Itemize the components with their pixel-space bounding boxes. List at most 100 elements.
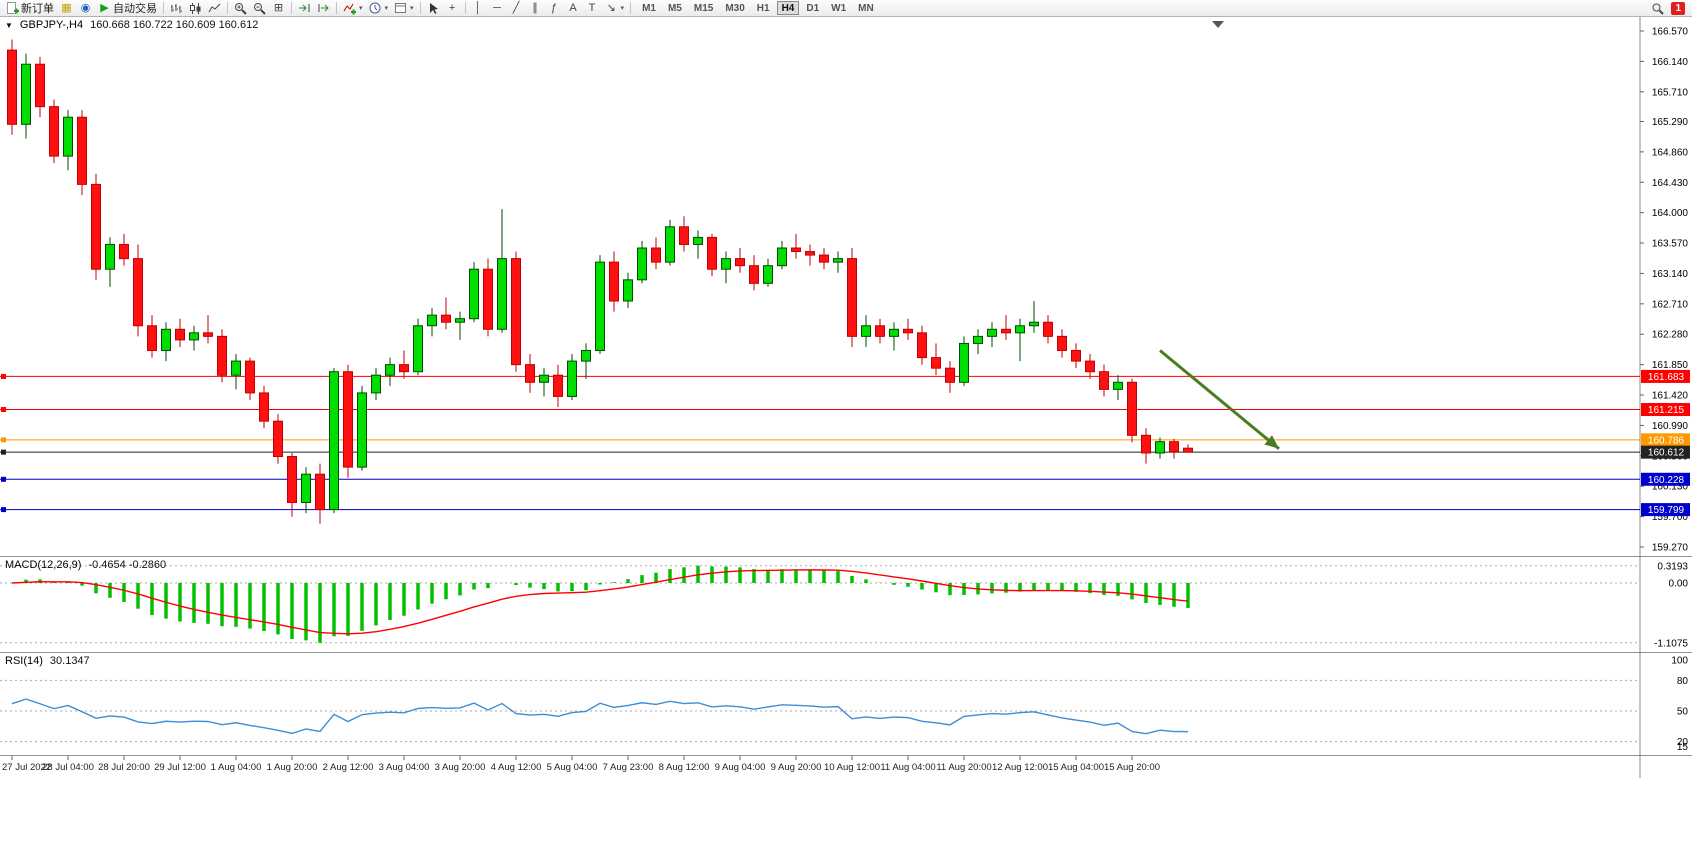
macd-header: MACD(12,26,9) -0.4654 -0.2860 (5, 559, 166, 571)
dropdown-caret-icon: ▾ (359, 5, 363, 12)
trendline-icon: ╱ (512, 1, 520, 14)
horizontal-line-icon: ─ (493, 1, 501, 14)
channel-icon: ∥ (532, 1, 538, 14)
chart-shift-icon (318, 3, 329, 12)
svg-text:-1.1075: -1.1075 (1654, 638, 1688, 649)
timeframe-m1[interactable]: M1 (642, 3, 656, 14)
zoom-out-button[interactable] (250, 1, 269, 16)
candlestick-chart[interactable]: 166.570 166.140 165.710 165.290 164.860 164.4… (0, 17, 1692, 556)
toolbar-separator (163, 2, 164, 14)
symbol-info: ▼ GBPJPY-,H4 160.668 160.722 160.609 160… (5, 19, 258, 31)
market-watch-button[interactable]: ◉ (76, 1, 95, 16)
zoom-in-button[interactable] (231, 1, 250, 16)
candlestick-button[interactable] (186, 1, 205, 16)
timeframe-m5[interactable]: M5 (667, 3, 682, 14)
notification-badge[interactable]: 1 (1671, 1, 1685, 15)
svg-text:28 Jul 20:00: 28 Jul 20:00 (98, 762, 150, 773)
vertical-line-button[interactable]: │ (469, 1, 488, 16)
svg-text:7 Aug 23:00: 7 Aug 23:00 (603, 762, 654, 773)
fibonacci-icon: ƒ (550, 1, 558, 14)
timeframe-h1[interactable]: H1 (756, 3, 770, 14)
svg-text:1 Aug 20:00: 1 Aug 20:00 (267, 762, 318, 773)
svg-text:29 Jul 12:00: 29 Jul 12:00 (154, 762, 206, 773)
panel-divider[interactable] (0, 556, 1692, 557)
svg-text:164.430: 164.430 (1652, 178, 1689, 189)
macd-label: MACD(12,26,9) (5, 559, 82, 571)
svg-text:9 Aug 20:00: 9 Aug 20:00 (771, 762, 822, 773)
line-chart-icon (208, 3, 221, 12)
timeframe-mn[interactable]: MN (858, 3, 874, 14)
arrows-button[interactable]: ↘ ▾ (602, 1, 628, 16)
svg-text:165.290: 165.290 (1652, 117, 1689, 128)
toolbar-separator (419, 2, 421, 14)
svg-text:160.228: 160.228 (1648, 475, 1685, 486)
svg-text:162.280: 162.280 (1652, 330, 1689, 341)
autotrade-button[interactable]: ▶ 自动交易 (95, 1, 160, 16)
svg-text:3 Aug 04:00: 3 Aug 04:00 (379, 762, 430, 773)
timeframe-m15[interactable]: M15 (693, 3, 714, 14)
toolbar: 新订单 ▦ ◉ ▶ 自动交易 ⊞ ▾ ▾ ▾ + │ ─ ╱ ∥ ƒ A T ↘… (0, 0, 1692, 17)
timeframe-w1[interactable]: W1 (831, 3, 847, 14)
panel-divider[interactable] (0, 755, 1692, 756)
timeframe-m30[interactable]: M30 (725, 3, 745, 14)
rsi-panel[interactable]: RSI(14) 30.1347 100 80 50 20 15 (0, 653, 1692, 755)
svg-text:80: 80 (1677, 676, 1689, 687)
dropdown-caret-icon: ▾ (620, 5, 625, 12)
market-watch-icon: ◉ (80, 1, 91, 14)
charts-button[interactable]: ▦ (57, 1, 76, 16)
new-order-icon (7, 1, 19, 14)
svg-text:15: 15 (1677, 742, 1689, 753)
svg-text:162.710: 162.710 (1652, 299, 1689, 310)
svg-text:166.140: 166.140 (1652, 57, 1689, 68)
clock-icon (369, 2, 381, 13)
svg-text:160.130: 160.130 (1652, 482, 1689, 493)
cursor-button[interactable] (424, 1, 443, 16)
panel-divider[interactable] (0, 652, 1692, 653)
chart-shift-button[interactable] (314, 1, 333, 16)
svg-text:11 Aug 20:00: 11 Aug 20:00 (936, 762, 991, 773)
charts-icon: ▦ (61, 1, 72, 14)
fibonacci-button[interactable]: ƒ (545, 1, 564, 16)
template-icon (395, 2, 407, 13)
bar-chart-button[interactable] (167, 1, 186, 16)
indicators-button[interactable]: ▾ (340, 1, 366, 16)
svg-text:0.00: 0.00 (1669, 579, 1689, 590)
svg-text:165.710: 165.710 (1652, 87, 1689, 98)
symbol-dropdown-icon[interactable]: ▼ (5, 20, 13, 30)
periods-button[interactable]: ▾ (366, 1, 392, 16)
templates-button[interactable]: ▾ (391, 1, 417, 16)
tile-windows-button[interactable]: ⊞ (269, 1, 288, 16)
channel-button[interactable]: ∥ (526, 1, 545, 16)
macd-panel[interactable]: MACD(12,26,9) -0.4654 -0.2860 0.3193 0.00… (0, 557, 1692, 652)
cursor-icon (429, 2, 438, 14)
svg-text:163.570: 163.570 (1652, 239, 1689, 250)
svg-text:28 Jul 04:00: 28 Jul 04:00 (42, 762, 94, 773)
svg-text:164.000: 164.000 (1652, 208, 1689, 219)
text-icon: A (569, 1, 577, 14)
tile-windows-icon: ⊞ (273, 1, 284, 14)
toolbar-separator (336, 2, 337, 14)
svg-text:164.860: 164.860 (1652, 147, 1689, 158)
text-button[interactable]: A (564, 1, 583, 16)
svg-text:161.215: 161.215 (1648, 405, 1685, 416)
bar-chart-icon (171, 3, 182, 13)
svg-text:12 Aug 12:00: 12 Aug 12:00 (992, 762, 1048, 773)
timeframe-h4[interactable]: H4 (776, 1, 800, 15)
horizontal-line-button[interactable]: ─ (488, 1, 507, 16)
crosshair-button[interactable]: + (443, 1, 462, 16)
bottom-filler (0, 778, 1692, 841)
auto-scroll-button[interactable] (295, 1, 314, 16)
search-button[interactable] (1648, 1, 1667, 16)
svg-text:8 Aug 12:00: 8 Aug 12:00 (659, 762, 710, 773)
macd-chart[interactable]: 0.3193 0.00 -1.1075 (0, 557, 1692, 652)
label-button[interactable]: T (583, 1, 602, 16)
timeframe-d1[interactable]: D1 (806, 3, 820, 14)
line-chart-button[interactable] (205, 1, 224, 16)
price-chart-panel[interactable]: ▼ GBPJPY-,H4 160.668 160.722 160.609 160… (0, 17, 1692, 556)
time-axis[interactable]: 27 Jul 2022 28 Jul 04:00 28 Jul 20:00 29 Ju… (0, 756, 1692, 778)
new-order-button[interactable]: 新订单 (3, 1, 57, 16)
trendline-button[interactable]: ╱ (507, 1, 526, 16)
indicators-icon (343, 3, 356, 14)
